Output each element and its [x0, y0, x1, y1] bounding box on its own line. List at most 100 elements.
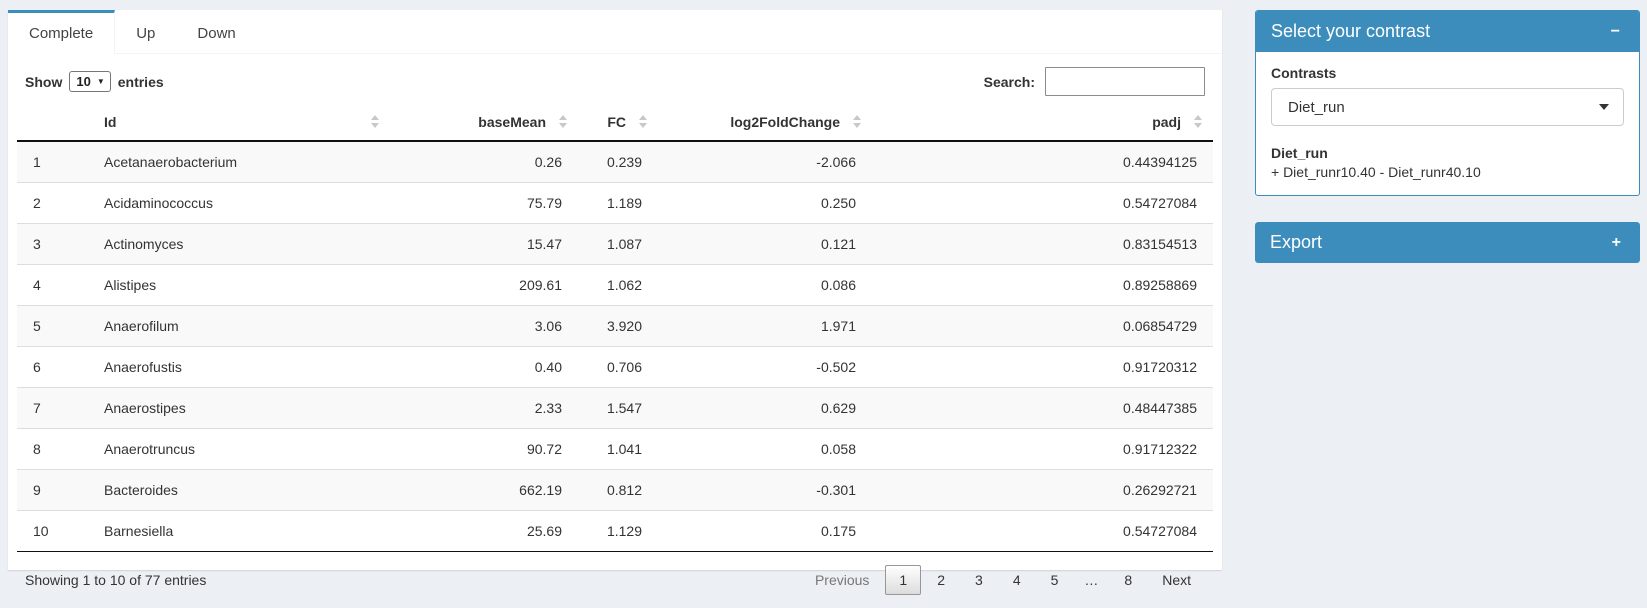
sidebar: Select your contrast − Contrasts Diet_ru…	[1255, 10, 1640, 289]
search-input[interactable]	[1045, 67, 1205, 96]
cell-fc: 0.812	[578, 469, 658, 511]
cell-basemean: 0.26	[390, 141, 578, 183]
table-row[interactable]: 6 Anaerofustis 0.40 0.706 -0.502 0.91720312	[17, 346, 1213, 388]
cell-basemean: 0.40	[390, 346, 578, 388]
page-button-1[interactable]: 1	[885, 565, 922, 595]
datatable-footer: Showing 1 to 10 of 77 entries Previous 1 2…	[8, 552, 1222, 608]
cell-id: Acetanaerobacterium	[88, 141, 390, 183]
cell-padj: 0.54727084	[872, 182, 1213, 224]
collapse-minus-icon[interactable]: −	[1610, 22, 1620, 40]
cell-fc: 1.041	[578, 428, 658, 470]
pagination: Previous 1 2 3 4 5 … 8 Next	[799, 565, 1205, 595]
cell-fc: 1.547	[578, 387, 658, 429]
contrast-box-header[interactable]: Select your contrast −	[1256, 11, 1639, 52]
cell-id: Anaerostipes	[88, 387, 390, 429]
page-button-4[interactable]: 4	[1012, 572, 1021, 588]
cell-padj: 0.91712322	[872, 428, 1213, 470]
table-header-row: Id baseMean FC log2FoldChange	[17, 104, 1213, 142]
sort-icon	[639, 115, 647, 128]
table-row[interactable]: 1 Acetanaerobacterium 0.26 0.239 -2.066 0.443…	[17, 141, 1213, 183]
page-button-next[interactable]: Next	[1162, 572, 1191, 588]
tab-bar: Complete Up Down	[8, 10, 1222, 54]
column-header-fc[interactable]: FC	[578, 104, 658, 142]
cell-padj: 0.91720312	[872, 346, 1213, 388]
contrast-formula: + Diet_runr10.40 - Diet_runr40.10	[1271, 164, 1481, 180]
cell-rownum: 1	[17, 141, 88, 183]
table-row[interactable]: 8 Anaerotruncus 90.72 1.041 0.058 0.91712322	[17, 428, 1213, 470]
contrast-box: Select your contrast − Contrasts Diet_ru…	[1255, 10, 1640, 196]
contrast-box-body: Contrasts Diet_run Diet_run + Diet_runr1…	[1256, 52, 1639, 195]
table-row[interactable]: 2 Acidaminococcus 75.79 1.189 0.250 0.5472708…	[17, 182, 1213, 224]
cell-log2fc: 1.971	[658, 305, 872, 347]
cell-rownum: 8	[17, 428, 88, 470]
sort-icon	[853, 115, 861, 128]
contrast-select[interactable]: Diet_run	[1271, 88, 1624, 126]
table-row[interactable]: 7 Anaerostipes 2.33 1.547 0.629 0.48447385	[17, 387, 1213, 429]
page-button-…: …	[1084, 572, 1099, 588]
cell-padj: 0.54727084	[872, 510, 1213, 552]
page-button-previous: Previous	[814, 572, 870, 588]
cell-id: Anaerofilum	[88, 305, 390, 347]
cell-log2fc: -0.301	[658, 469, 872, 511]
results-table: Id baseMean FC log2FoldChange	[17, 104, 1213, 552]
column-header-padj[interactable]: padj	[872, 104, 1213, 142]
cell-id: Bacteroides	[88, 469, 390, 511]
cell-basemean: 75.79	[390, 182, 578, 224]
cell-padj: 0.06854729	[872, 305, 1213, 347]
column-header-label: Id	[104, 114, 117, 130]
cell-log2fc: 0.250	[658, 182, 872, 224]
cell-basemean: 25.69	[390, 510, 578, 552]
page-button-2[interactable]: 2	[937, 572, 946, 588]
cell-id: Anaerotruncus	[88, 428, 390, 470]
column-header-log2fc[interactable]: log2FoldChange	[658, 104, 872, 142]
page-button-3[interactable]: 3	[975, 572, 983, 588]
cell-log2fc: 0.058	[658, 428, 872, 470]
page-length-value: 10	[76, 74, 91, 89]
cell-padj: 0.44394125	[872, 141, 1213, 183]
column-header-basemean[interactable]: baseMean	[390, 104, 578, 142]
export-box-header[interactable]: Export +	[1255, 222, 1640, 263]
expand-plus-icon[interactable]: +	[1611, 233, 1621, 251]
table-row[interactable]: 4 Alistipes 209.61 1.062 0.086 0.89258869	[17, 264, 1213, 306]
page-button-8[interactable]: 8	[1124, 572, 1133, 588]
sort-icon	[371, 115, 379, 128]
cell-id: Alistipes	[88, 264, 390, 306]
chevron-down-icon	[1599, 104, 1609, 110]
page-button-5[interactable]: 5	[1050, 572, 1059, 588]
table-row[interactable]: 10 Barnesiella 25.69 1.129 0.175 0.54727084	[17, 510, 1213, 552]
cell-padj: 0.26292721	[872, 469, 1213, 511]
column-header-id[interactable]: Id	[88, 104, 390, 142]
cell-basemean: 662.19	[390, 469, 578, 511]
cell-basemean: 3.06	[390, 305, 578, 347]
cell-padj: 0.89258869	[872, 264, 1213, 306]
cell-id: Barnesiella	[88, 510, 390, 552]
contrast-box-title: Select your contrast	[1271, 21, 1431, 41]
tab-down[interactable]: Down	[197, 25, 236, 42]
search-control: Search:	[984, 67, 1205, 96]
table-info-text: Showing 1 to 10 of 77 entries	[25, 572, 207, 588]
table-row[interactable]: 3 Actinomyces 15.47 1.087 0.121 0.83154513	[17, 223, 1213, 265]
page-length-select[interactable]: 10 ▼	[69, 71, 111, 92]
table-row[interactable]: 5 Anaerofilum 3.06 3.920 1.971 0.06854729	[17, 305, 1213, 347]
column-header-label: log2FoldChange	[730, 114, 840, 130]
contrast-name: Diet_run	[1271, 145, 1328, 161]
tab-up[interactable]: Up	[136, 25, 156, 42]
tab-complete[interactable]: Complete	[8, 10, 116, 54]
cell-padj: 0.48447385	[872, 387, 1213, 429]
cell-rownum: 2	[17, 182, 88, 224]
cell-fc: 0.239	[578, 141, 658, 183]
entries-label: entries	[117, 73, 164, 90]
column-header-rownum	[17, 104, 88, 142]
cell-rownum: 6	[17, 346, 88, 388]
cell-log2fc: -2.066	[658, 141, 872, 183]
select-caret-icon: ▼	[96, 76, 105, 86]
table-row[interactable]: 9 Bacteroides 662.19 0.812 -0.301 0.26292721	[17, 469, 1213, 511]
cell-padj: 0.83154513	[872, 223, 1213, 265]
cell-log2fc: 0.629	[658, 387, 872, 429]
cell-rownum: 9	[17, 469, 88, 511]
column-header-label: FC	[607, 114, 626, 130]
cell-basemean: 90.72	[390, 428, 578, 470]
cell-id: Acidaminococcus	[88, 182, 390, 224]
cell-id: Anaerofustis	[88, 346, 390, 388]
cell-id: Actinomyces	[88, 223, 390, 265]
